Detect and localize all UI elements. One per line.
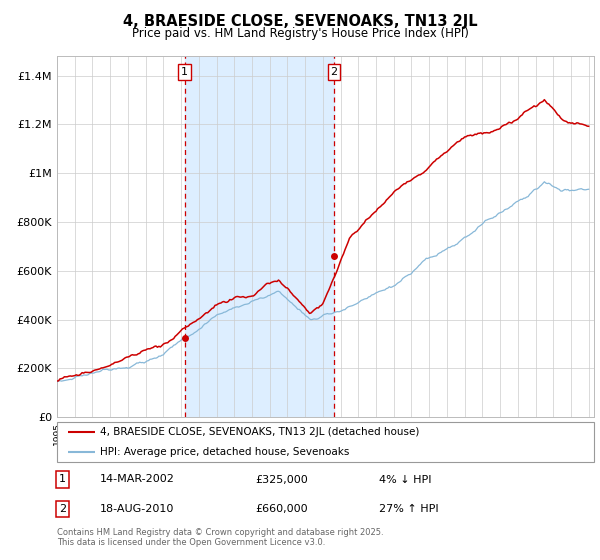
Text: 27% ↑ HPI: 27% ↑ HPI (379, 504, 439, 514)
Text: 4, BRAESIDE CLOSE, SEVENOAKS, TN13 2JL: 4, BRAESIDE CLOSE, SEVENOAKS, TN13 2JL (122, 14, 478, 29)
Text: HPI: Average price, detached house, Sevenoaks: HPI: Average price, detached house, Seve… (100, 447, 349, 458)
Text: £660,000: £660,000 (256, 504, 308, 514)
Bar (185, 56, 334, 417)
Text: Contains HM Land Registry data © Crown copyright and database right 2025.
This d: Contains HM Land Registry data © Crown c… (57, 528, 383, 547)
Text: 2: 2 (331, 67, 338, 77)
Text: 14-MAR-2002: 14-MAR-2002 (100, 474, 175, 484)
Text: 4, BRAESIDE CLOSE, SEVENOAKS, TN13 2JL (detached house): 4, BRAESIDE CLOSE, SEVENOAKS, TN13 2JL (… (100, 427, 419, 437)
Text: 1: 1 (181, 67, 188, 77)
Text: 4% ↓ HPI: 4% ↓ HPI (379, 474, 432, 484)
Text: 18-AUG-2010: 18-AUG-2010 (100, 504, 175, 514)
Text: 1: 1 (59, 474, 66, 484)
FancyBboxPatch shape (57, 422, 594, 462)
Text: Price paid vs. HM Land Registry's House Price Index (HPI): Price paid vs. HM Land Registry's House … (131, 27, 469, 40)
Text: 2: 2 (59, 504, 66, 514)
Text: £325,000: £325,000 (256, 474, 308, 484)
